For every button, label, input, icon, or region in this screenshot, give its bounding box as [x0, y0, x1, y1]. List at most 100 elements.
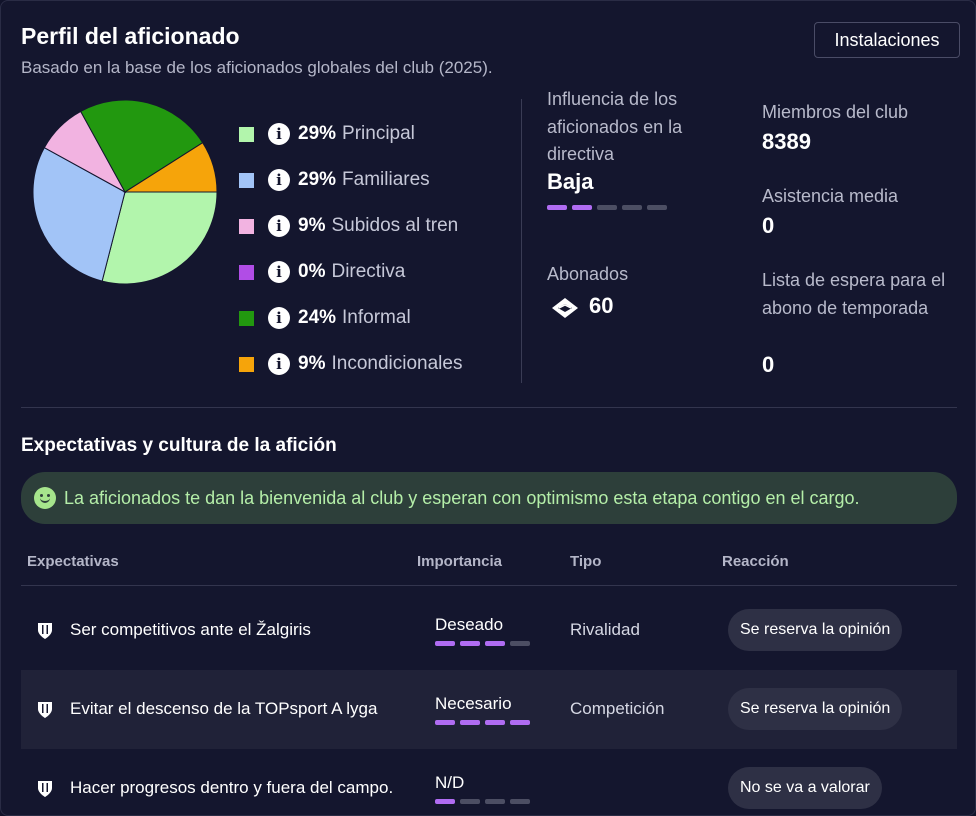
pie-legend: i 29% Principal i 29% Familiares i 9% Subidos al… [239, 111, 462, 387]
legend-label: Familiares [342, 169, 430, 190]
importance-level-bar [435, 641, 530, 646]
facilities-button[interactable]: Instalaciones [814, 22, 960, 58]
legend-swatch [239, 264, 254, 280]
expectation-text: Hacer progresos dentro y fuera del campo… [70, 778, 394, 797]
waiting-list-label: Lista de espera para el abono de tempora… [762, 270, 946, 318]
header-type[interactable]: Tipo [570, 553, 602, 570]
level-segment [597, 205, 617, 210]
pie-slice-incondicionales [123, 142, 218, 193]
header-expectations[interactable]: Expectativas [27, 553, 119, 570]
level-segment [460, 720, 480, 725]
importance-text: Necesario [435, 694, 512, 713]
legend-percent: 9% [298, 215, 326, 236]
page-title: Perfil del aficionado [21, 23, 240, 49]
legend-label: Principal [342, 123, 415, 144]
level-segment [622, 205, 642, 210]
level-segment [435, 799, 455, 804]
legend-percent: 29% [298, 123, 337, 144]
legend-label: Informal [342, 307, 411, 328]
info-icon[interactable]: i [268, 353, 290, 375]
level-segment [485, 641, 505, 646]
info-icon[interactable]: i [268, 169, 290, 191]
legend-item: i 29% Familiares [239, 157, 462, 203]
level-segment [460, 641, 480, 646]
expectations-title: Expectativas y cultura de la afición [21, 435, 337, 456]
importance-level-bar [435, 720, 530, 725]
level-segment [647, 205, 667, 210]
legend-label: Incondicionales [331, 353, 463, 374]
legend-item: i 24% Informal [239, 295, 462, 341]
pie-slice-principal [101, 191, 218, 285]
reaction-badge[interactable]: No se va a valorar [728, 767, 882, 809]
page-subtitle: Basado en la base de los aficionados glo… [21, 58, 493, 77]
season-ticket-value: 60 [589, 293, 614, 318]
legend-item: i 9% Incondicionales [239, 341, 462, 387]
header-reaction[interactable]: Reacción [722, 553, 789, 570]
legend-item: i 0% Directiva [239, 249, 462, 295]
legend-label: Directiva [331, 261, 406, 282]
legend-percent: 0% [298, 261, 326, 282]
influence-label: Influencia de los aficionados en la dire… [547, 89, 683, 164]
shield-icon [38, 702, 52, 718]
legend-swatch [239, 356, 254, 372]
expectation-text: Evitar el descenso de la TOPsport A lyga [70, 699, 378, 718]
type-text: Competición [570, 699, 665, 718]
fan-mood-banner: La aficionados te dan la bienvenida al c… [21, 472, 957, 524]
reaction-badge[interactable]: Se reserva la opinión [728, 688, 903, 730]
type-text: Rivalidad [570, 620, 640, 639]
influence-value: Baja [547, 169, 594, 194]
legend-percent: 29% [298, 169, 337, 190]
shield-icon [38, 623, 52, 639]
table-row[interactable]: Hacer progresos dentro y fuera del campo… [21, 749, 957, 815]
legend-item: i 29% Principal [239, 111, 462, 157]
table-row[interactable]: Evitar el descenso de la TOPsport A lyga… [21, 670, 957, 749]
season-ticket-icon [552, 298, 578, 318]
level-segment [572, 205, 592, 210]
influence-level-bar [547, 205, 667, 210]
legend-swatch [239, 218, 254, 234]
members-value: 8389 [762, 129, 811, 154]
legend-swatch [239, 310, 254, 326]
table-header-divider [21, 585, 957, 586]
info-icon[interactable]: i [268, 123, 290, 145]
legend-percent: 9% [298, 353, 326, 374]
shield-icon [38, 781, 52, 797]
members-label: Miembros del club [762, 102, 909, 122]
importance-text: Deseado [435, 615, 504, 634]
attendance-label: Asistencia media [762, 186, 899, 206]
level-segment [460, 799, 480, 804]
season-ticket-label: Abonados [547, 264, 629, 284]
level-segment [435, 641, 455, 646]
level-segment [510, 641, 530, 646]
fan-pie-chart [32, 99, 218, 285]
vertical-divider [521, 99, 522, 383]
legend-swatch [239, 126, 254, 142]
level-segment [510, 720, 530, 725]
reaction-badge[interactable]: Se reserva la opinión [728, 609, 903, 651]
attendance-value: 0 [762, 213, 775, 238]
level-segment [510, 799, 530, 804]
waiting-list-value: 0 [762, 352, 775, 377]
pie-slice-familiares [32, 146, 126, 282]
pie-slice-informal [79, 99, 204, 193]
legend-item: i 9% Subidos al tren [239, 203, 462, 249]
section-divider [21, 407, 957, 408]
smiley-face-icon [34, 487, 56, 509]
header-importance[interactable]: Importancia [417, 553, 503, 570]
info-icon[interactable]: i [268, 261, 290, 283]
fan-mood-text: La aficionados te dan la bienvenida al c… [64, 487, 860, 508]
importance-level-bar [435, 799, 530, 804]
legend-swatch [239, 172, 254, 188]
level-segment [485, 720, 505, 725]
level-segment [435, 720, 455, 725]
legend-percent: 24% [298, 307, 337, 328]
expectation-text: Ser competitivos ante el Žalgiris [70, 620, 311, 639]
level-segment [547, 205, 567, 210]
info-icon[interactable]: i [268, 215, 290, 237]
table-row[interactable]: Ser competitivos ante el Žalgiris Deseado… [21, 591, 957, 670]
legend-label: Subidos al tren [331, 215, 459, 236]
importance-text: N/D [435, 773, 465, 792]
info-icon[interactable]: i [268, 307, 290, 329]
level-segment [485, 799, 505, 804]
